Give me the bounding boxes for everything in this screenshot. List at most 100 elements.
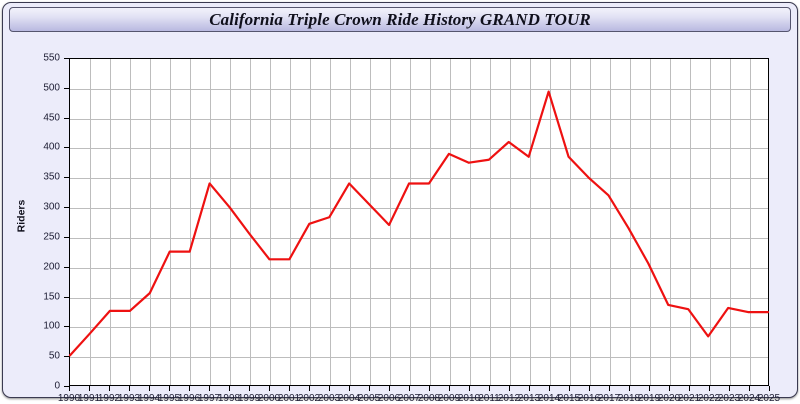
y-axis-tick-label: 400 <box>43 141 60 153</box>
x-axis-tick-label: 1999 <box>237 393 261 404</box>
gridline-vertical <box>750 59 751 385</box>
x-axis-tick-label: 2015 <box>557 393 581 404</box>
x-axis-tick-mark <box>89 386 90 391</box>
x-axis-tick-label: 2017 <box>597 393 621 404</box>
x-axis-tick-label: 2021 <box>677 393 701 404</box>
gridline-vertical <box>490 59 491 385</box>
x-axis-tick-mark <box>569 386 570 391</box>
x-axis-tick-mark <box>669 386 670 391</box>
x-axis-tick-label: 2012 <box>497 393 521 404</box>
y-axis-tick-mark <box>64 147 69 149</box>
y-axis-tick-mark <box>64 296 69 298</box>
y-axis-tick-mark <box>64 356 69 358</box>
gridline-vertical <box>510 59 511 385</box>
plot-region: Riders 0 50 100 150 200 250 300 350 400 450 500 550… <box>3 34 797 404</box>
y-axis-tick-mark <box>64 326 69 328</box>
gridline-vertical <box>630 59 631 385</box>
y-axis-tick-mark <box>64 266 69 268</box>
gridline-vertical <box>250 59 251 385</box>
x-axis-tick-label: 2002 <box>297 393 321 404</box>
x-axis-tick-label: 2019 <box>637 393 661 404</box>
x-axis-tick-label: 2022 <box>697 393 721 404</box>
gridline-horizontal <box>70 178 768 179</box>
y-axis-tick-label: 350 <box>43 171 60 183</box>
x-axis-tick-mark <box>269 386 270 391</box>
y-axis-tick-label: 300 <box>43 201 60 213</box>
x-axis-tick-mark <box>249 386 250 391</box>
gridline-horizontal <box>70 327 768 328</box>
chart-title-bar: California Triple Crown Ride History GRA… <box>9 7 791 32</box>
gridline-vertical <box>650 59 651 385</box>
x-axis-tick-label: 1994 <box>137 393 161 404</box>
gridline-vertical <box>290 59 291 385</box>
y-axis-tick-label: 150 <box>43 291 60 303</box>
y-axis-tick-label: 550 <box>43 52 60 64</box>
gridline-horizontal <box>70 208 768 209</box>
gridline-vertical <box>350 59 351 385</box>
gridline-horizontal <box>70 268 768 269</box>
x-axis-tick-mark <box>529 386 530 391</box>
gridline-horizontal <box>70 238 768 239</box>
x-axis-tick-mark <box>709 386 710 391</box>
x-axis-tick-mark <box>189 386 190 391</box>
x-axis-tick-label: 2005 <box>357 393 381 404</box>
x-axis-tick-label: 2000 <box>257 393 281 404</box>
gridline-vertical <box>230 59 231 385</box>
x-axis-tick-label: 2016 <box>577 393 601 404</box>
x-axis-tick-mark <box>309 386 310 391</box>
gridline-vertical <box>590 59 591 385</box>
x-axis-tick-label: 2008 <box>417 393 441 404</box>
x-axis-tick-mark <box>609 386 610 391</box>
x-axis-tick-label: 2001 <box>277 393 301 404</box>
gridline-horizontal <box>70 148 768 149</box>
y-axis-tick-label: 200 <box>43 261 60 273</box>
x-axis-tick-mark <box>349 386 350 391</box>
x-axis-tick-label: 1993 <box>117 393 141 404</box>
x-axis-tick-label: 2011 <box>478 393 500 404</box>
gridline-vertical <box>310 59 311 385</box>
gridline-vertical <box>610 59 611 385</box>
gridline-horizontal <box>70 357 768 358</box>
y-axis-tick-label: 100 <box>43 320 60 332</box>
x-axis-tick-label: 2025 <box>757 393 781 404</box>
x-axis-tick-label: 2024 <box>737 393 761 404</box>
x-axis-tick-label: 1992 <box>97 393 121 404</box>
gridline-vertical <box>430 59 431 385</box>
page-title: California Triple Crown Ride History GRA… <box>209 9 591 29</box>
y-axis-tick-mark <box>64 177 69 179</box>
gridline-vertical <box>570 59 571 385</box>
gridline-vertical <box>410 59 411 385</box>
gridline-vertical <box>330 59 331 385</box>
x-axis-tick-mark <box>69 386 70 391</box>
x-axis-tick-label: 2020 <box>657 393 681 404</box>
x-axis-tick-mark <box>209 386 210 391</box>
gridline-vertical <box>710 59 711 385</box>
x-axis-tick-mark <box>769 386 770 391</box>
x-axis-tick-mark <box>169 386 170 391</box>
gridline-vertical <box>210 59 211 385</box>
y-axis-tick-mark <box>64 386 69 387</box>
x-axis-tick-label: 2013 <box>517 393 541 404</box>
x-axis-tick-mark <box>689 386 690 391</box>
x-axis-tick-label: 2004 <box>337 393 361 404</box>
gridline-horizontal <box>70 89 768 90</box>
x-axis-tick-mark <box>649 386 650 391</box>
x-axis-tick-label: 1997 <box>197 393 221 404</box>
x-axis-tick-label: 1996 <box>177 393 201 404</box>
y-axis-tick-mark <box>64 87 69 89</box>
x-axis-tick-label: 2010 <box>457 393 481 404</box>
y-axis-tick-label: 0 <box>54 380 60 392</box>
riders-line-series <box>68 90 770 357</box>
x-axis-tick-label: 2023 <box>717 393 741 404</box>
gridline-horizontal <box>70 119 768 120</box>
x-axis-tick-mark <box>549 386 550 391</box>
x-axis-tick-mark <box>469 386 470 391</box>
x-axis-tick-mark <box>509 386 510 391</box>
x-axis-tick-label: 2007 <box>397 393 421 404</box>
y-axis-tick-mark <box>64 117 69 119</box>
gridline-vertical <box>150 59 151 385</box>
x-axis-tick-mark <box>629 386 630 391</box>
gridline-vertical <box>670 59 671 385</box>
gridline-vertical <box>190 59 191 385</box>
